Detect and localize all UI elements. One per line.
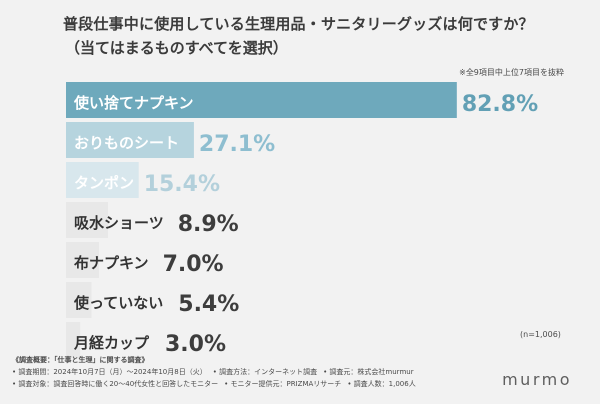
monitor-provider: • モニター提供元：PRIZMAリサーチ [224, 380, 342, 388]
survey-period: • 調査期間：2024年10月7日（月）〜2024年10月8日（火） [12, 368, 207, 376]
chart-title: 普段仕事中に使用している生理用品・サニタリーグッズは何ですか？ [63, 15, 534, 33]
chart-note: ※全9項目中上位7項目を抜粋 [459, 68, 564, 77]
category-label-3: タンポン [74, 174, 134, 192]
category-label-2: おりものシート [74, 134, 179, 152]
value-label-6: 5.4% [178, 292, 239, 317]
survey-method: • 調査方法：インターネット調査 [212, 368, 318, 376]
value-label-4: 8.9% [178, 212, 239, 237]
brand-logo: murmo [502, 370, 572, 389]
category-label-6: 使っていない [73, 294, 163, 312]
value-label-3: 15.4% [144, 172, 220, 197]
category-label-7: 月経カップ [73, 334, 150, 352]
sample-size-label: (n=1,006) [520, 330, 561, 339]
bar-5 [66, 242, 100, 278]
category-label-1: 使い捨てナプキン [73, 94, 194, 112]
footer-line-3: • 調査対象：調査回答時に働く20〜40代女性と回答したモニター • モニター提… [12, 378, 592, 390]
survey-footer: 《調査概要：「仕事と生理」に関する調査》 • 調査期間：2024年10月7日（月… [12, 354, 592, 390]
bar-1 [66, 82, 457, 118]
survey-source: • 調査元：株式会社murmur [323, 368, 414, 376]
survey-target: • 調査対象：調査回答時に働く20〜40代女性と回答したモニター [12, 380, 219, 388]
bar-3 [66, 162, 139, 198]
category-label-4: 吸水ショーツ [74, 214, 164, 232]
survey-count: • 調査人数：1,006人 [347, 380, 416, 388]
footer-line-1: 《調査概要：「仕事と生理」に関する調査》 [12, 354, 592, 366]
value-label-2: 27.1% [199, 132, 275, 157]
bar-4 [66, 202, 109, 238]
chart-subtitle: （当てはまるものすべてを選択） [65, 39, 288, 57]
footer-line-2: • 調査期間：2024年10月7日（月）〜2024年10月8日（火） • 調査方… [12, 366, 592, 378]
bar-7 [66, 322, 81, 358]
value-label-1: 82.8% [462, 92, 538, 117]
bar-6 [66, 282, 92, 318]
category-label-5: 布ナプキン [74, 254, 149, 272]
bar-2 [66, 122, 194, 158]
survey-summary-label: 《調査概要：「仕事と生理」に関する調査》 [12, 356, 149, 364]
value-label-7: 3.0% [165, 332, 226, 357]
value-label-5: 7.0% [163, 252, 224, 277]
